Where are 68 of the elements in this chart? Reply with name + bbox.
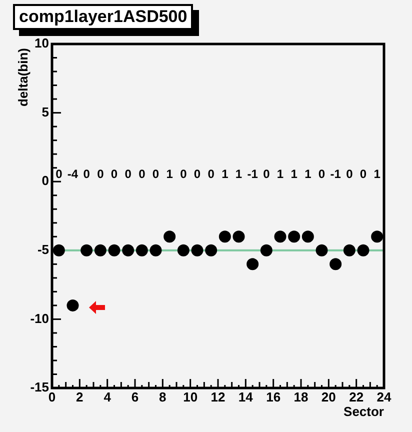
point [150, 244, 162, 256]
x-tick-label: 22 [349, 389, 364, 404]
chart-title: comp1layer1ASD500 [13, 4, 194, 30]
point [260, 244, 272, 256]
annotation: 0 [56, 166, 63, 181]
annotation: 0 [346, 166, 354, 181]
point [191, 244, 204, 256]
annotation: 0 [263, 166, 270, 181]
annotation: 1 [222, 166, 229, 181]
point [288, 230, 300, 243]
annotation: -4 [67, 166, 78, 181]
annotation: -1 [247, 166, 258, 181]
y-tick-label: -5 [37, 242, 49, 257]
x-tick-label: 24 [376, 389, 392, 404]
annotation: -1 [330, 166, 342, 181]
x-tick-label: 20 [321, 389, 336, 404]
point [316, 244, 328, 256]
annotation: 0 [97, 166, 104, 181]
point [177, 244, 190, 256]
annotation: 0 [180, 166, 188, 181]
y-tick-label: 10 [34, 36, 49, 51]
x-axis-title: Sector [344, 404, 384, 420]
y-tick-label: -10 [30, 310, 49, 326]
y-tick-label: 5 [42, 104, 49, 120]
x-tick-label: 14 [238, 389, 254, 404]
annotation: 0 [110, 166, 118, 181]
annotation: 1 [290, 166, 298, 181]
point [232, 230, 245, 243]
y-tick-label: -15 [30, 380, 49, 395]
annotation: 1 [276, 166, 284, 181]
point [205, 244, 218, 256]
point [218, 230, 231, 243]
point [94, 244, 106, 256]
point [246, 258, 259, 270]
x-tick-label: 6 [131, 389, 139, 404]
point [122, 244, 134, 256]
annotation: 1 [374, 166, 381, 181]
x-tick-label: 10 [183, 389, 198, 404]
point [164, 230, 176, 243]
annotation: 0 [138, 166, 146, 181]
annotation: 0 [360, 166, 367, 181]
x-tick-label: 16 [266, 389, 281, 404]
point [274, 230, 286, 243]
annotation: 0 [124, 166, 132, 181]
x-tick-label: 12 [210, 389, 226, 404]
annotation: 0 [83, 166, 90, 181]
point [108, 244, 120, 256]
point [371, 230, 384, 243]
x-tick-label: 4 [104, 389, 112, 404]
annotation: 0 [152, 166, 160, 181]
point [343, 244, 356, 256]
annotation: 0 [318, 166, 326, 181]
point [136, 244, 148, 256]
point [66, 299, 79, 312]
point [330, 258, 342, 270]
annotation: 1 [166, 166, 174, 181]
point [302, 230, 314, 243]
y-tick-label: 0 [42, 173, 49, 188]
annotation: 0 [194, 166, 201, 181]
annotation: 1 [235, 166, 242, 181]
x-tick-label: 18 [294, 389, 308, 404]
x-tick-label: 8 [159, 389, 166, 404]
annotation: 0 [208, 166, 215, 181]
annotation: 1 [304, 166, 312, 181]
y-axis-title: delta(bin) [16, 48, 31, 106]
point [80, 244, 93, 256]
x-tick-label: 2 [76, 389, 84, 404]
point [357, 244, 370, 256]
